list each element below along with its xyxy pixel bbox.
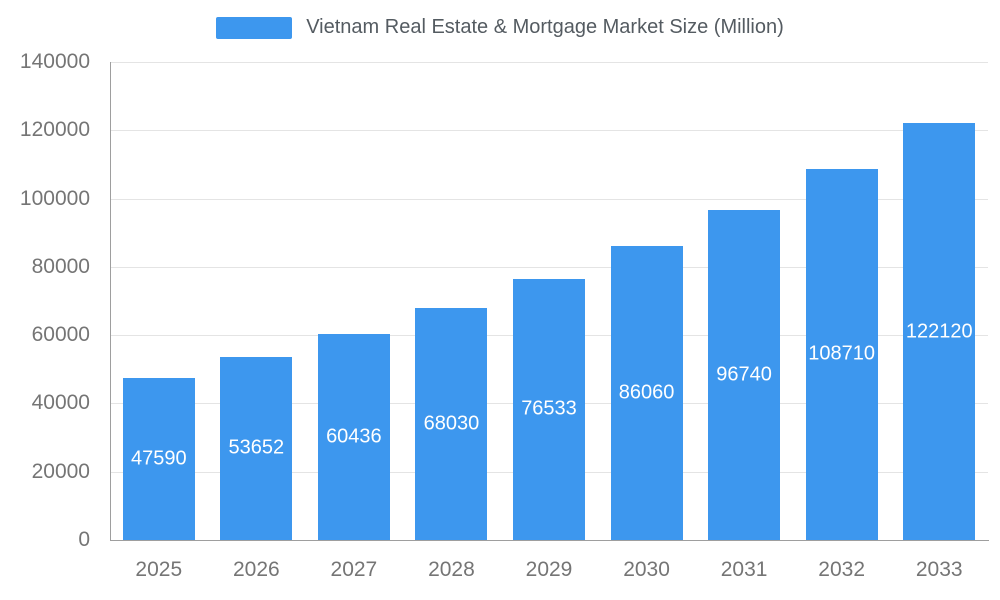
y-tick-label: 100000 [19,186,90,210]
x-axis-line [110,540,989,541]
y-tick-label: 140000 [19,50,90,73]
x-tick-label: 2028 [428,558,475,581]
bar-2026[interactable] [220,356,293,540]
bar-2027[interactable] [317,333,390,540]
y-tick-label: 20000 [31,459,90,483]
chart-legend[interactable]: Vietnam Real Estate & Mortgage Market Si… [0,16,1000,39]
x-tick-label: 2025 [135,558,183,581]
x-tick-label: 2032 [818,558,866,581]
y-axis-line [110,62,111,541]
bar-2025[interactable] [122,377,195,540]
chart-title: Vietnam Real Estate & Mortgage Market Si… [306,16,784,38]
bar-value-label: 68030 [423,412,480,435]
bar-2030[interactable] [610,246,683,540]
bar-value-label: 53652 [228,436,285,459]
bar-2031[interactable] [708,209,781,540]
x-tick-label: 2031 [720,558,768,581]
x-tick-label: 2033 [915,558,963,581]
bar-2032[interactable] [805,168,878,540]
y-tick-label: 80000 [31,254,90,278]
gridline [110,266,988,268]
y-tick-label: 120000 [19,118,90,142]
bar-2029[interactable] [513,278,585,540]
gridline [110,130,988,132]
bar-value-label: 96740 [716,363,772,386]
gridline [110,62,988,63]
bar-value-label: 122120 [905,320,973,343]
bar-2028[interactable] [415,307,488,540]
y-tick-label: 0 [78,528,90,551]
x-tick-label: 2030 [623,558,670,581]
bar-value-label: 76533 [521,397,577,420]
x-tick-label: 2029 [525,558,573,581]
x-tick-label: 2026 [232,558,280,581]
bar-value-label: 86060 [618,381,675,404]
y-tick-label: 60000 [31,323,90,347]
plot-area: 47590 53652 60436 68030 76533 86060 96740 10871… [110,62,988,540]
bar-2033[interactable] [903,123,976,540]
bar-value-label: 47590 [130,447,187,470]
legend-swatch [216,16,293,39]
x-tick-label: 2027 [330,558,378,581]
bar-value-label: 108710 [808,342,876,365]
gridline [110,198,988,200]
y-tick-label: 40000 [31,391,90,415]
bar-value-label: 60436 [326,425,382,448]
